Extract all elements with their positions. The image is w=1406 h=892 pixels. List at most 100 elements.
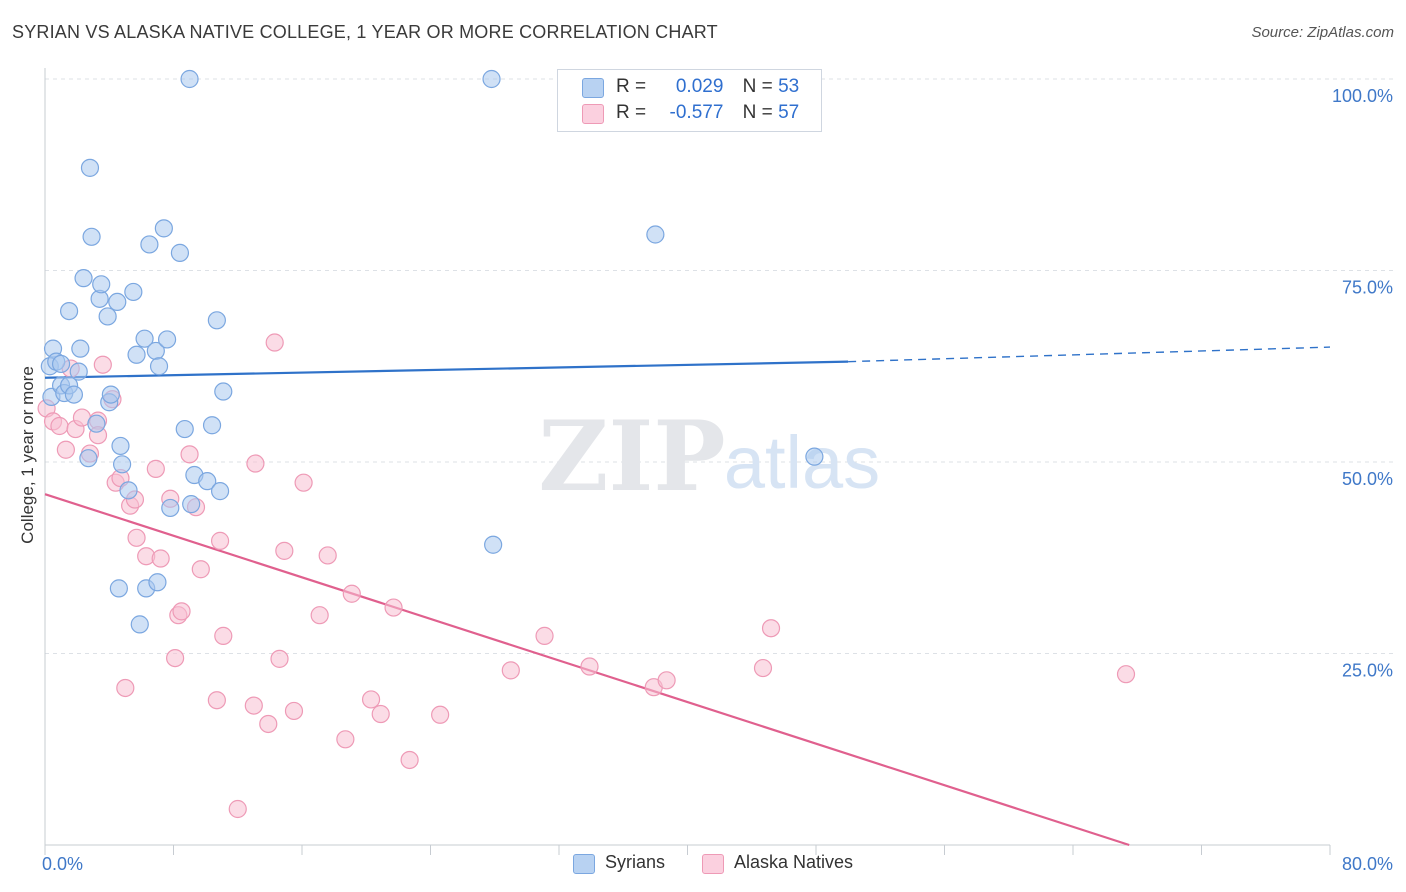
alaska-native-point <box>214 626 233 645</box>
legend-n-value-alaska: 57 <box>778 102 800 123</box>
syrians-point <box>108 292 127 312</box>
syrians-point <box>59 301 79 321</box>
alaska-native-point <box>228 799 247 819</box>
chart-title: SYRIAN VS ALASKA NATIVE COLLEGE, 1 YEAR … <box>12 22 718 42</box>
syrians-point <box>154 219 173 238</box>
syrians-point <box>482 69 501 89</box>
alaska-native-point <box>210 531 230 550</box>
alaska-native-point <box>400 750 419 770</box>
syrians-point <box>101 385 120 404</box>
syrians-point <box>207 311 226 330</box>
syrians-point <box>214 382 233 401</box>
syrians-point <box>202 416 222 435</box>
alaska-native-point <box>431 705 450 724</box>
syrians-point <box>109 579 128 598</box>
alaska-native-point <box>116 678 135 698</box>
alaska-legend-label: Alaska Natives <box>734 852 854 872</box>
alaska-native-point <box>172 602 191 621</box>
syrians-point <box>805 447 824 466</box>
syrians-point <box>51 354 71 374</box>
syrians-point <box>130 615 149 634</box>
y-tick-label: 75.0% <box>1342 278 1393 298</box>
alaska-native-point <box>761 619 781 638</box>
alaska-native-point <box>501 661 520 680</box>
y-tick-label: 25.0% <box>1342 661 1393 681</box>
alaska-native-point <box>207 691 226 710</box>
alaska-native-point <box>657 671 676 690</box>
syrians-point <box>170 243 190 262</box>
syrians-legend-swatch <box>573 854 595 874</box>
legend-r-label: R = <box>616 76 647 97</box>
alaska-native-point <box>191 560 210 579</box>
watermark: ZIP atlas <box>538 400 880 513</box>
alaska-native-point <box>371 704 390 724</box>
alaska-native-point <box>310 606 329 625</box>
syrians-point <box>646 225 665 244</box>
alaska-native-point <box>270 649 289 668</box>
data-points <box>37 69 1136 819</box>
alaska-legend-swatch <box>702 854 724 874</box>
x-tick-label-max: 80.0% <box>1342 854 1393 874</box>
syrians-point <box>69 362 88 381</box>
syrians-point <box>149 357 169 376</box>
alaska-native-point <box>384 598 403 617</box>
legend-r-label: R = <box>616 102 647 123</box>
tick-labels: 25.0% 50.0% 75.0% 100.0% 0.0% 80.0% <box>42 86 1393 874</box>
syrians-point <box>175 419 194 439</box>
syrians-point <box>64 385 84 404</box>
alaska-native-point <box>146 459 165 478</box>
alaska-native-point <box>180 445 199 464</box>
alaska-native-point <box>1116 665 1136 684</box>
syrians-point <box>87 414 106 433</box>
syrians-point <box>80 158 100 177</box>
alaska-native-point <box>166 648 185 668</box>
syrians-point <box>74 269 93 288</box>
syrians-swatch <box>582 78 604 98</box>
syrians-point <box>71 339 90 358</box>
syrians-point <box>148 573 167 592</box>
alaska-native-point <box>361 690 381 709</box>
alaska-native-point <box>244 696 263 715</box>
alaska-native-point <box>151 549 170 568</box>
syrians-point <box>112 455 132 474</box>
alaska-native-point <box>259 714 278 734</box>
alaska-native-point <box>50 416 69 436</box>
syrians-point <box>127 345 146 364</box>
stats-legend: R = 0.029 N = 53 R = -0.577 N = 57 <box>557 69 822 132</box>
syrians-legend-label: Syrians <box>605 852 666 872</box>
y-tick-label: 50.0% <box>1342 469 1393 489</box>
syrians-point <box>484 535 503 554</box>
legend-n-value-syrians: 53 <box>778 76 800 97</box>
syrians-point <box>210 482 230 501</box>
alaska-native-point <box>127 528 146 547</box>
alaska-native-point <box>753 658 773 678</box>
syrians-point <box>119 481 138 500</box>
alaska-native-point <box>580 657 599 676</box>
syrians-point <box>157 330 177 349</box>
legend-n-label: N = <box>742 76 773 97</box>
watermark-atlas: atlas <box>724 421 880 504</box>
legend-n-label: N = <box>742 102 773 123</box>
syrians-point <box>140 235 159 254</box>
syrians-point <box>92 275 111 294</box>
syrians-trendline <box>44 360 849 379</box>
x-tick-label-min: 0.0% <box>42 854 83 874</box>
syrians-trendline-extension <box>848 346 1331 363</box>
syrians-point <box>182 495 201 514</box>
alaska-native-point <box>336 730 355 749</box>
syrians-point <box>198 472 217 491</box>
alaska-native-point <box>535 626 554 645</box>
axes <box>44 68 1331 855</box>
alaska-native-point <box>265 333 284 352</box>
alaska-native-point <box>342 584 361 603</box>
syrians-point <box>98 307 117 326</box>
source-label: Source: ZipAtlas.com <box>1251 24 1394 41</box>
alaska-native-point <box>56 440 75 459</box>
syrians-point <box>82 227 101 246</box>
alaska-swatch <box>582 104 604 124</box>
syrians-point <box>135 329 154 348</box>
watermark-zip: ZIP <box>538 400 725 513</box>
alaska-native-point <box>294 473 313 492</box>
syrians-point <box>79 449 98 468</box>
